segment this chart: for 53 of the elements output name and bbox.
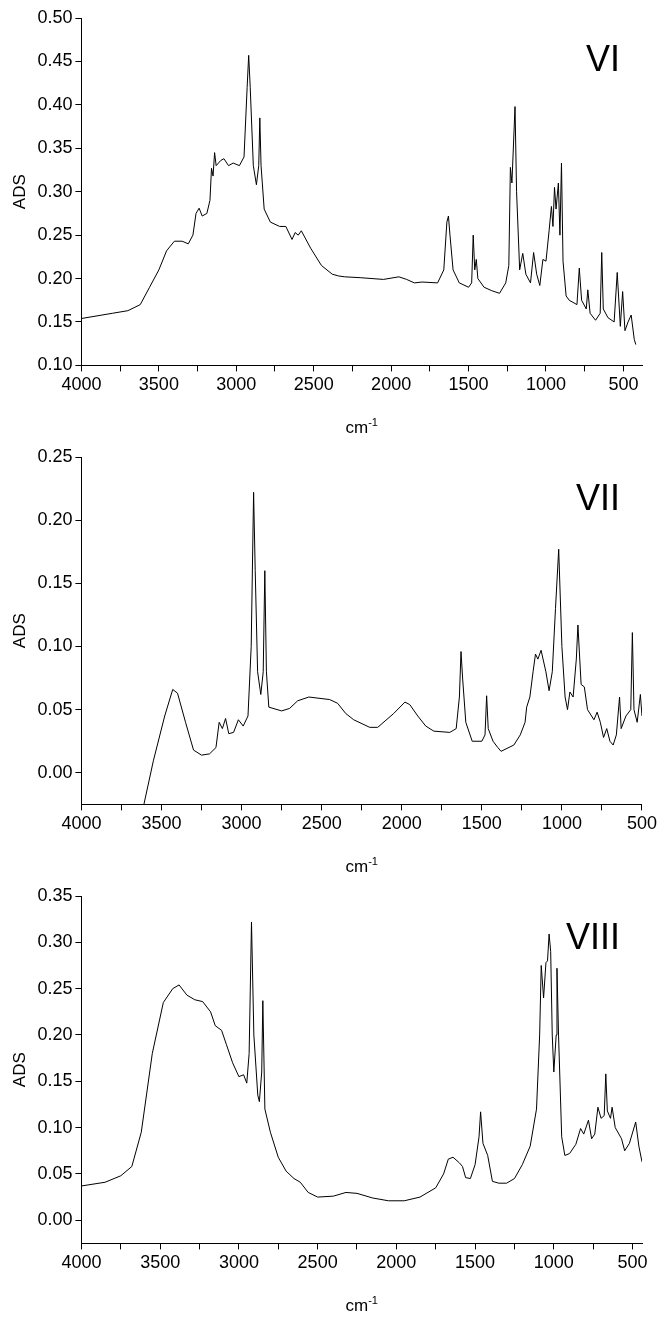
x-tick-label: 1500	[461, 813, 502, 834]
text: VI	[585, 37, 620, 79]
y-tick-label: 0.05	[37, 1162, 73, 1183]
x-tick-label: 500	[608, 374, 639, 395]
x-tick-label: 1000	[533, 1252, 574, 1273]
y-tick-label: 0.30	[37, 180, 73, 201]
y-tick-label: 0.25	[37, 977, 73, 998]
x-tick-label: 2500	[301, 813, 342, 834]
y-tick-label: 0.10	[37, 635, 73, 656]
y-tick-label: 0.00	[37, 1209, 73, 1230]
text: VII	[575, 476, 620, 518]
y-tick-label: 0.05	[37, 698, 73, 719]
x-tick-label: 3000	[218, 1252, 259, 1273]
y-tick-label: 0.10	[37, 354, 73, 375]
x-tick-label: 4000	[61, 813, 102, 834]
x-tick-label: 500	[626, 813, 658, 834]
x-tick-label: 2500	[293, 374, 334, 395]
x-tick-label: 2000	[376, 1252, 417, 1273]
y-tick-label: 0.10	[37, 1116, 73, 1137]
y-tick-label: 0.30	[37, 931, 73, 952]
y-axis-title: ADS	[9, 613, 29, 649]
y-tick-label: 0.50	[37, 6, 73, 27]
text: VIII	[565, 915, 620, 957]
x-tick-label: 1000	[541, 813, 582, 834]
y-tick-label: 0.20	[37, 1023, 73, 1044]
x-tick-label: 3500	[140, 1252, 181, 1273]
y-tick-label: 0.15	[37, 310, 73, 331]
x-tick-label: 2000	[381, 813, 422, 834]
y-tick-label: 0.40	[37, 93, 73, 114]
x-tick-label: 500	[617, 1252, 648, 1273]
x-tick-label: 2500	[297, 1252, 338, 1273]
y-tick-label: 0.25	[37, 224, 73, 245]
y-tick-label: 0.35	[37, 884, 73, 905]
y-tick-label: 0.15	[37, 572, 73, 593]
x-tick-label: 4000	[61, 1252, 102, 1273]
y-tick-label: 0.00	[37, 761, 73, 782]
y-tick-label: 0.45	[37, 50, 73, 71]
y-tick-label: 0.20	[37, 267, 73, 288]
x-tick-label: 3000	[221, 813, 262, 834]
x-tick-label: 1500	[455, 1252, 496, 1273]
y-tick-label: 0.35	[37, 137, 73, 158]
x-tick-label: 3000	[216, 374, 257, 395]
y-tick-label: 0.25	[37, 445, 73, 466]
x-tick-label: 2000	[371, 374, 412, 395]
y-axis-title: ADS	[9, 1052, 29, 1088]
y-axis-title: ADS	[9, 174, 29, 210]
y-tick-label: 0.20	[37, 509, 73, 530]
x-tick-label: 1000	[525, 374, 567, 395]
x-tick-label: 3500	[141, 813, 182, 834]
x-tick-label: 4000	[61, 374, 102, 395]
x-tick-label: 1500	[448, 374, 489, 395]
y-tick-label: 0.15	[37, 1070, 73, 1091]
x-tick-label: 3500	[138, 374, 179, 395]
